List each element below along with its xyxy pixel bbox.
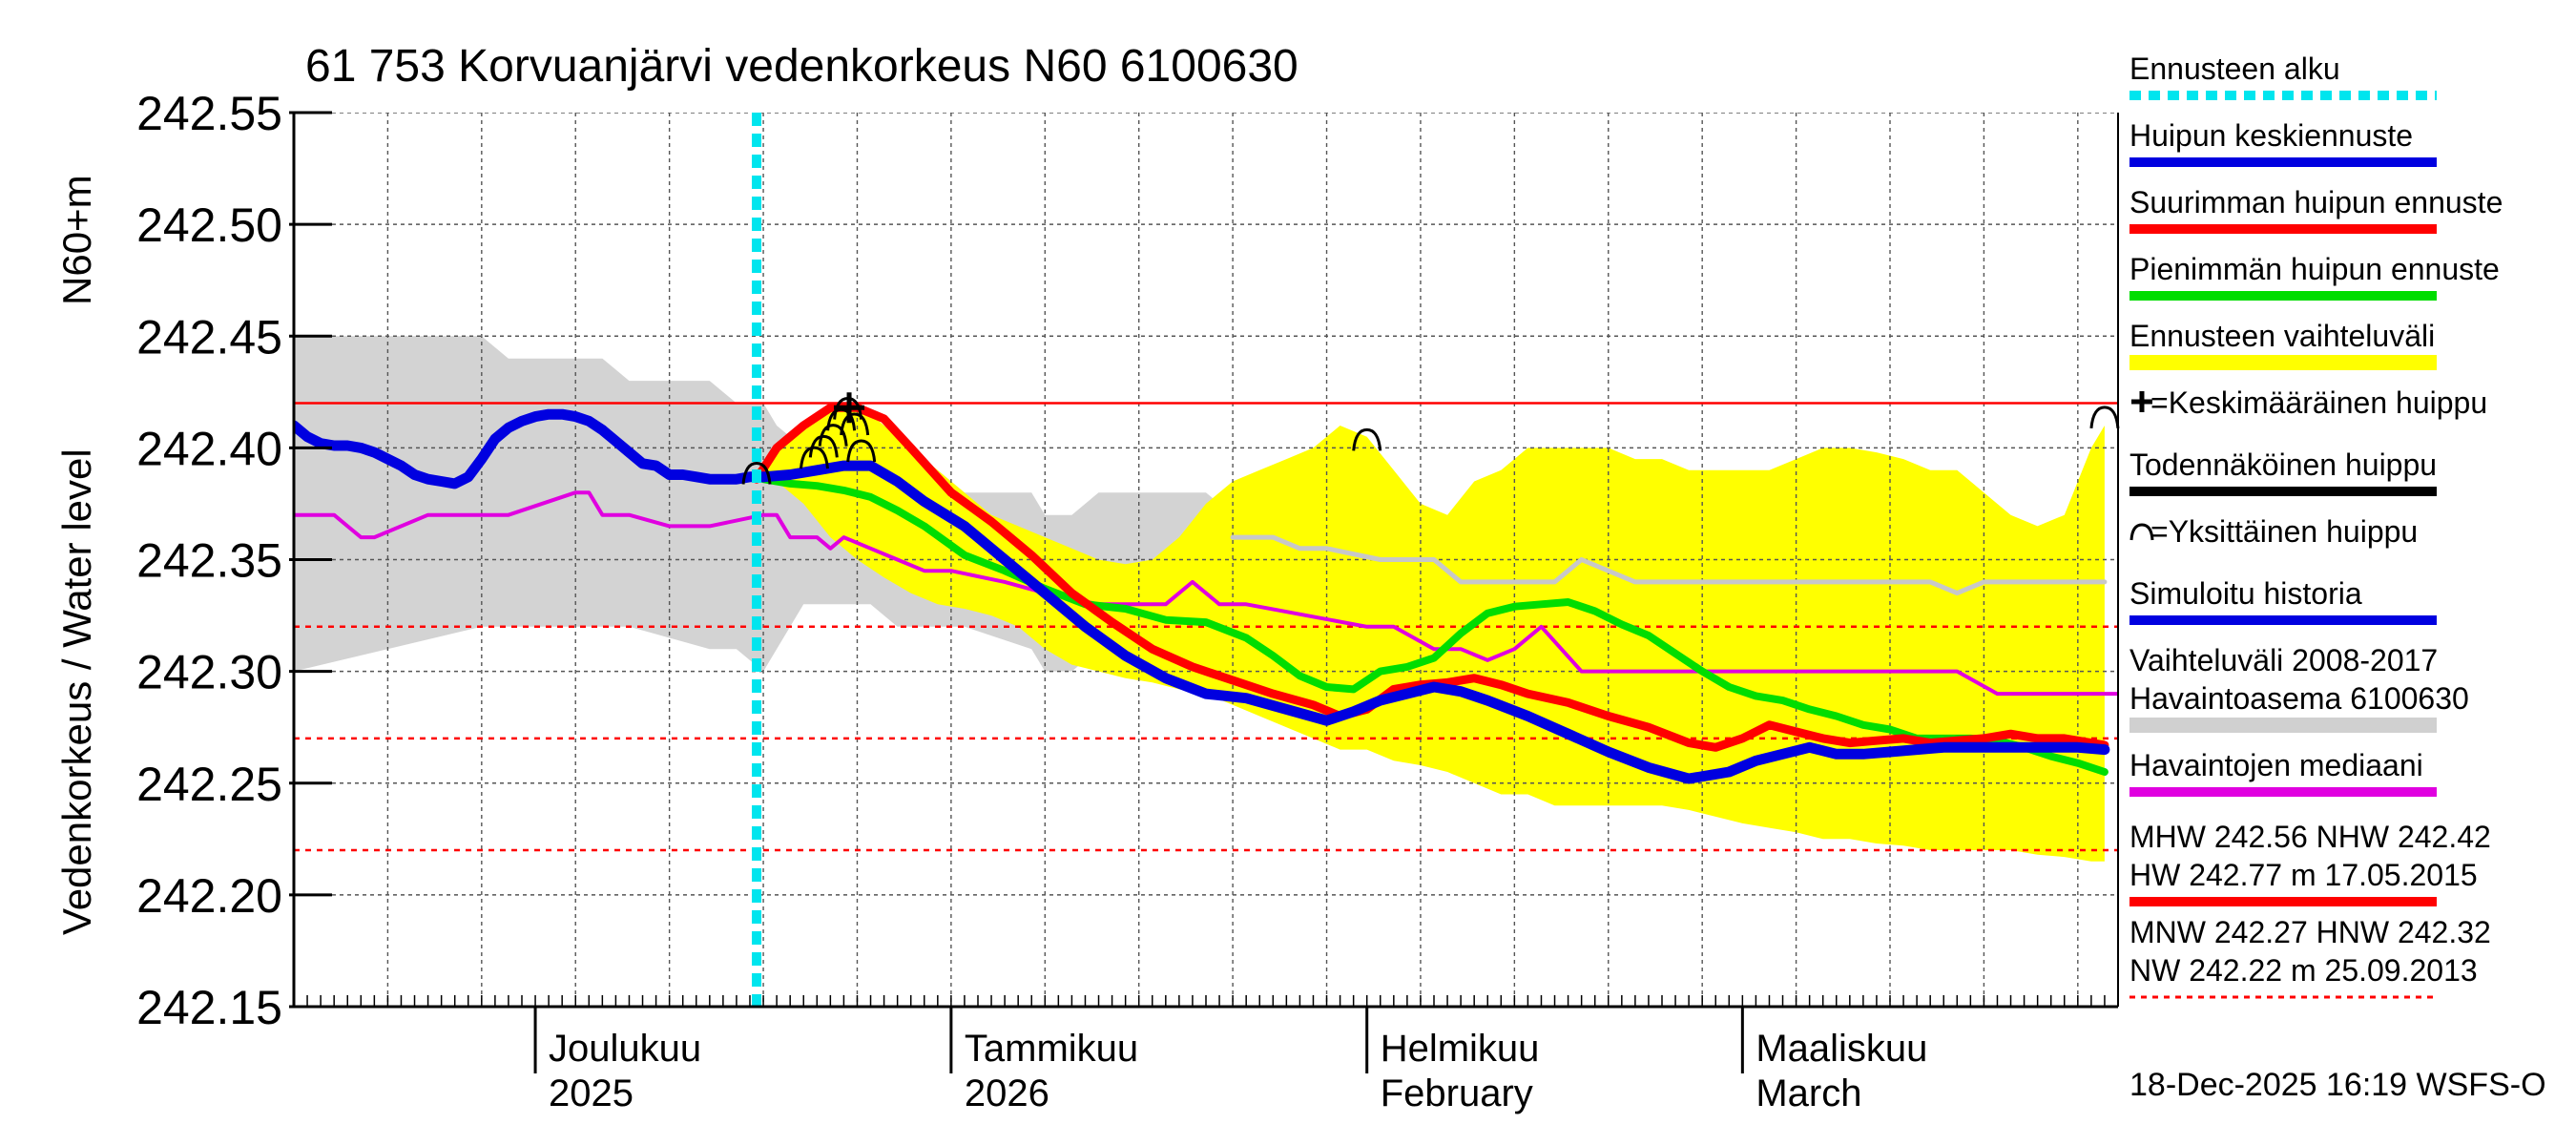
legend-label: Huipun keskiennuste — [2129, 118, 2413, 153]
forecast-range-band — [757, 403, 2105, 862]
legend-label: Suurimman huipun ennuste — [2129, 185, 2503, 219]
x-month-label-line2: March — [1755, 1072, 1861, 1114]
legend-label: Vaihteluväli 2008-2017 — [2129, 643, 2438, 677]
series-havaintoasema-6100630 — [1230, 534, 2108, 596]
series-havaintojen-mediaani — [294, 490, 2118, 697]
legend-label: =Yksittäinen huippu — [2150, 514, 2418, 549]
legend-swatch-band — [2129, 718, 2437, 733]
legend-label: Pienimmän huipun ennuste — [2129, 252, 2500, 286]
peak-marker — [818, 424, 848, 447]
peak-marker — [846, 439, 877, 463]
x-month-label: Maaliskuu — [1755, 1028, 1927, 1070]
legend-label-line2: HW 242.77 m 17.05.2015 — [2129, 858, 2478, 892]
legend-label-line2: Havaintoasema 6100630 — [2129, 681, 2469, 716]
peak-marker — [741, 461, 772, 485]
series-huipun-keskiennuste — [758, 460, 2110, 784]
x-month-label: Helmikuu — [1381, 1028, 1540, 1070]
legend-label-line2: NW 242.22 m 25.09.2013 — [2129, 953, 2478, 988]
y-axis-unit: N60+m — [54, 175, 99, 305]
legend-label: Ennusteen alku — [2129, 52, 2340, 86]
peak-marker — [799, 446, 829, 469]
y-tick-label: 242.30 — [136, 646, 282, 699]
peak-marker — [1352, 427, 1382, 451]
y-axis-label: Vedenkorkeus / Water level — [54, 448, 99, 935]
y-tick-label: 242.55 — [136, 87, 282, 140]
legend-label: =Keskimääräinen huippu — [2150, 385, 2487, 420]
legend-label: Todennäköinen huippu — [2129, 448, 2437, 482]
legend-label: Simuloitu historia — [2129, 576, 2362, 611]
series-simuloitu-historia — [294, 408, 769, 489]
legend-swatch-plus — [2131, 391, 2152, 412]
footer-timestamp: 18-Dec-2025 16:19 WSFS-O — [2129, 1067, 2546, 1103]
plot-inner — [294, 113, 2118, 1007]
peak-marker — [840, 412, 870, 436]
series-suurimman-huipun-ennuste — [752, 403, 2109, 752]
legend-swatch-arc — [2129, 523, 2154, 541]
legend-swatch-band — [2129, 355, 2437, 370]
legend-label: Havaintojen mediaani — [2129, 748, 2423, 782]
peak-marker — [2089, 406, 2120, 429]
y-tick-label: 242.15 — [136, 981, 282, 1034]
chart-title: 61 753 Korvuanjärvi vedenkorkeus N60 610… — [305, 41, 1298, 92]
legend-label: Ennusteen vaihteluväli — [2129, 319, 2435, 353]
x-month-label: Tammikuu — [965, 1028, 1138, 1070]
y-tick-label: 242.20 — [136, 869, 282, 923]
y-tick-label: 242.45 — [136, 310, 282, 364]
peak-marker — [808, 434, 839, 458]
mean-peak-marker — [834, 392, 865, 424]
y-tick-label: 242.50 — [136, 198, 282, 252]
legend-label: MHW 242.56 NHW 242.42 — [2129, 820, 2491, 854]
x-month-label-line2: February — [1381, 1072, 1533, 1114]
series-pienimm-n-huipun-ennuste — [759, 475, 2109, 776]
y-tick-label: 242.25 — [136, 758, 282, 811]
x-month-label-line2: 2026 — [965, 1072, 1049, 1114]
x-month-label: Joulukuu — [549, 1028, 701, 1070]
x-month-label-line2: 2025 — [549, 1072, 634, 1114]
y-tick-label: 242.35 — [136, 534, 282, 588]
legend-label: MNW 242.27 HNW 242.32 — [2129, 915, 2491, 949]
y-tick-label: 242.40 — [136, 422, 282, 475]
